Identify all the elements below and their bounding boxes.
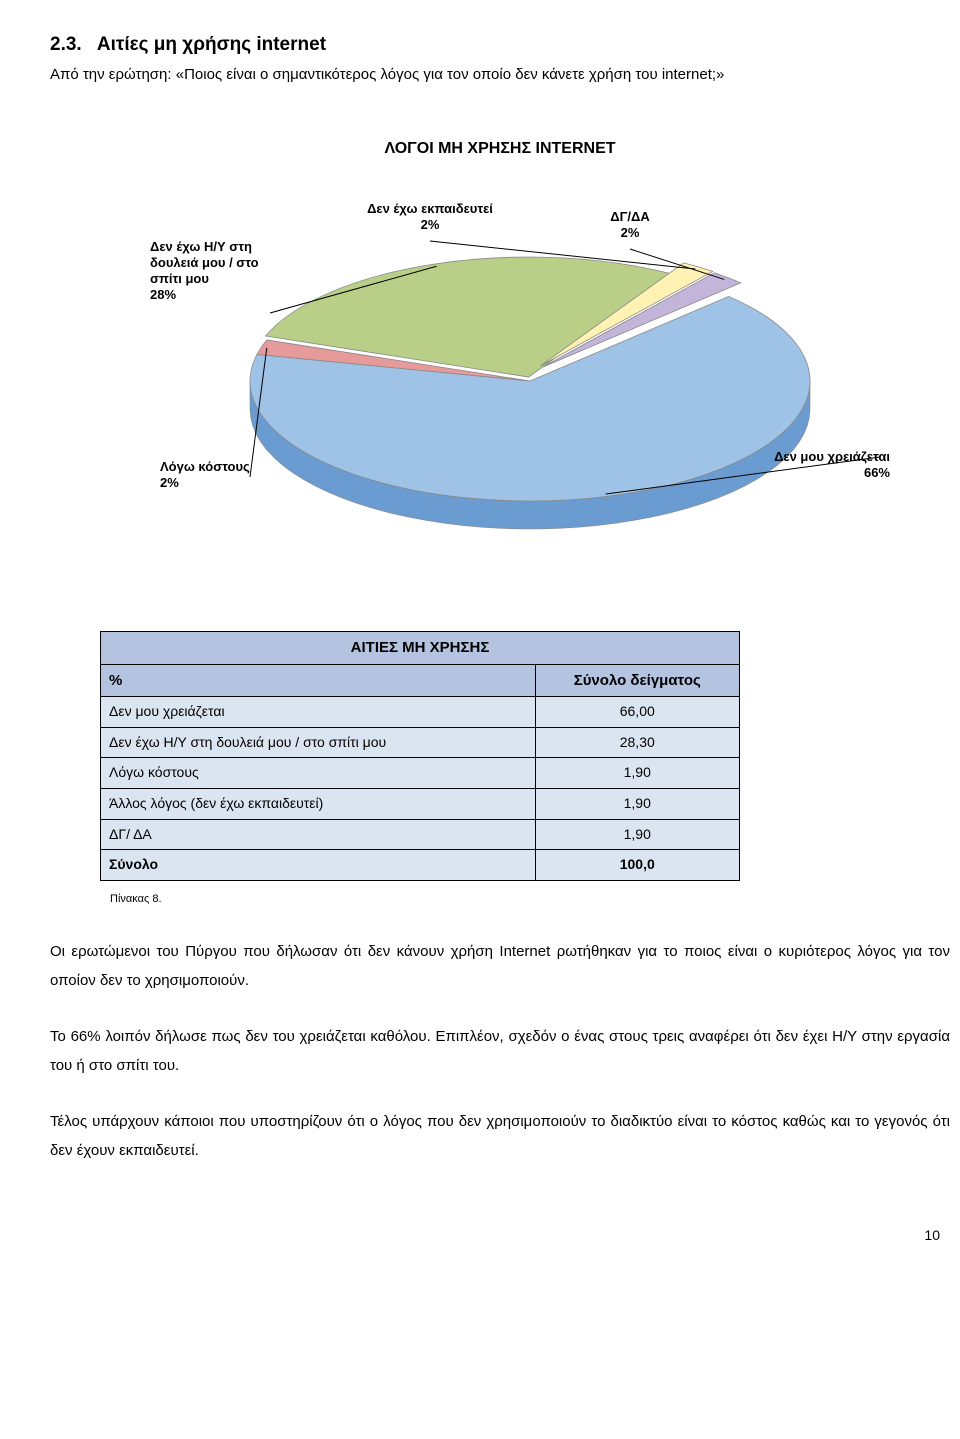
pie-chart-container: ΛΟΓΟΙ ΜΗ ΧΡΗΣΗΣ INTERNET Δεν έχω Η/Υ στη… (50, 137, 950, 552)
data-table: ΑΙΤΙΕΣ ΜΗ ΧΡΗΣΗΣ % Σύνολο δείγματος Δεν … (100, 631, 740, 881)
table-cell-value: 1,90 (535, 789, 739, 820)
table-cell-value: 28,30 (535, 727, 739, 758)
question-prefix: Από την ερώτηση: (50, 66, 172, 83)
body-paragraph: Οι ερωτώμενοι του Πύργου που δήλωσαν ότι… (50, 938, 950, 995)
table-cell-value: 66,00 (535, 696, 739, 727)
table-row: Άλλος λόγος (δεν έχω εκπαιδευτεί)1,90 (101, 789, 740, 820)
body-paragraphs: Οι ερωτώμενοι του Πύργου που δήλωσαν ότι… (50, 938, 950, 1165)
table-total-label: Σύνολο (101, 850, 536, 881)
table-row: Δεν μου χρειάζεται66,00 (101, 696, 740, 727)
table-cell-label: Δεν έχω Η/Υ στη δουλειά μου / στο σπίτι … (101, 727, 536, 758)
table-row: Λόγω κόστους1,90 (101, 758, 740, 789)
section-heading: 2.3. Αιτίες μη χρήσης internet (50, 30, 950, 59)
pie-slice-label: Δεν έχω Η/Υ στηδουλειά μου / στοσπίτι μο… (150, 239, 259, 302)
table-caption: Πίνακας 8. (110, 891, 950, 908)
table-cell-label: ΔΓ/ ΔΑ (101, 819, 536, 850)
table-title: ΑΙΤΙΕΣ ΜΗ ΧΡΗΣΗΣ (101, 632, 740, 664)
pie-slice-label: Δεν έχω εκπαιδευτεί2% (367, 201, 493, 232)
body-paragraph: Το 66% λοιπόν δήλωσε πως δεν του χρειάζε… (50, 1023, 950, 1080)
body-paragraph: Τέλος υπάρχουν κάποιοι που υποστηρίζουν … (50, 1108, 950, 1165)
table-cell-label: Δεν μου χρειάζεται (101, 696, 536, 727)
section-title-text: Αιτίες μη χρήσης internet (97, 34, 326, 55)
table-row: Δεν έχω Η/Υ στη δουλειά μου / στο σπίτι … (101, 727, 740, 758)
table-row: ΔΓ/ ΔΑ1,90 (101, 819, 740, 850)
data-table-block: ΑΙΤΙΕΣ ΜΗ ΧΡΗΣΗΣ % Σύνολο δείγματος Δεν … (100, 631, 740, 881)
table-cell-value: 1,90 (535, 819, 739, 850)
table-col1-header: % (101, 664, 536, 696)
question-line: Από την ερώτηση: «Ποιος είναι ο σημαντικ… (50, 63, 950, 86)
table-cell-value: 1,90 (535, 758, 739, 789)
pie-slice-label: Δεν μου χρειάζεται66% (774, 449, 890, 480)
pie-chart-svg: Δεν έχω Η/Υ στηδουλειά μου / στοσπίτι μο… (60, 191, 940, 551)
table-cell-label: Άλλος λόγος (δεν έχω εκπαιδευτεί) (101, 789, 536, 820)
section-number: 2.3. (50, 34, 82, 55)
pie-slice-label: ΔΓ/ΔΑ2% (610, 209, 650, 240)
table-col2-header: Σύνολο δείγματος (535, 664, 739, 696)
page-number: 10 (50, 1225, 950, 1247)
table-total-value: 100,0 (535, 850, 739, 881)
chart-title: ΛΟΓΟΙ ΜΗ ΧΡΗΣΗΣ INTERNET (50, 137, 950, 162)
question-text: «Ποιος είναι ο σημαντικότερος λόγος για … (176, 66, 725, 83)
pie-slice-label: Λόγω κόστους2% (160, 459, 250, 490)
table-total-row: Σύνολο100,0 (101, 850, 740, 881)
table-cell-label: Λόγω κόστους (101, 758, 536, 789)
